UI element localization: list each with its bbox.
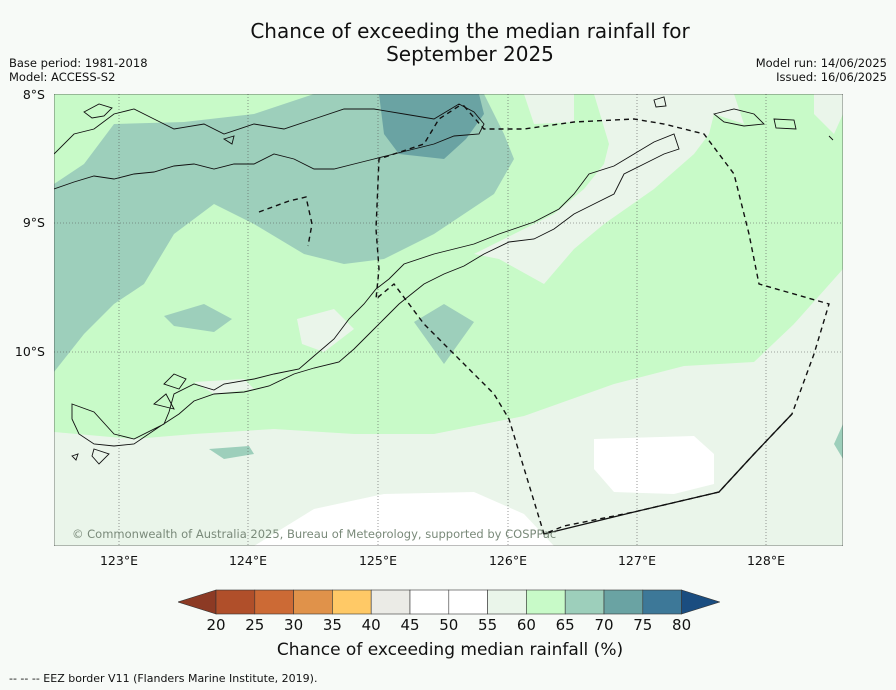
- colorbar-tick-label: 65: [555, 616, 575, 634]
- colorbar-segment: [603, 589, 644, 615]
- rainfall-map: [53, 93, 844, 547]
- lon-label-126e: 126°E: [488, 553, 527, 568]
- meta-left: Base period: 1981-2018 Model: ACCESS-S2: [9, 56, 148, 84]
- lon-label-123e: 123°E: [99, 553, 138, 568]
- model-name: Model: ACCESS-S2: [9, 70, 116, 84]
- lat-label-10s: 10°S: [14, 344, 45, 359]
- eez-solid-border: [543, 413, 793, 535]
- colorbar-tick-label: 50: [439, 616, 459, 634]
- base-period: Base period: 1981-2018: [9, 56, 148, 70]
- colorbar-segment: [409, 589, 450, 615]
- colorbar-tick-label: 40: [361, 616, 381, 634]
- colorbar-tick-label: 20: [206, 616, 226, 634]
- colorbar-segment: [564, 589, 605, 615]
- lon-label-125e: 125°E: [358, 553, 397, 568]
- colorbar-segment: [332, 589, 372, 615]
- colorbar-extend-low: [178, 589, 217, 615]
- zone-65-70-east: [834, 424, 843, 459]
- model-run: Model run: 14/06/2025: [755, 56, 887, 70]
- lat-label-9s: 9°S: [22, 215, 45, 230]
- title-line-2: September 2025: [386, 42, 554, 66]
- coastlines: [53, 96, 834, 465]
- map-title: Chance of exceeding the median rainfall …: [170, 20, 770, 66]
- colorbar-tick-label: 30: [284, 616, 304, 634]
- title-line-1: Chance of exceeding the median rainfall …: [250, 19, 690, 43]
- zone-pale-patch2: [194, 379, 254, 394]
- zone-65-70-patch3: [209, 446, 254, 459]
- colorbar-tick-label: 35: [322, 616, 342, 634]
- colorbar-extend-high: [681, 589, 720, 615]
- zone-45-55-bottom2: [254, 492, 554, 546]
- zone-pale-east2: [814, 94, 843, 134]
- lon-label-128e: 128°E: [746, 553, 785, 568]
- zone-pale-patch1: [297, 309, 354, 352]
- colorbar-segment: [448, 589, 488, 615]
- colorbar-segment: [487, 589, 527, 615]
- colorbar-segment: [215, 589, 256, 615]
- issued-date: Issued: 16/06/2025: [776, 70, 887, 84]
- map-canvas: [53, 93, 844, 547]
- colorbar-segment: [293, 589, 333, 615]
- colorbar-tick-label: 55: [478, 616, 498, 634]
- colorbar-segment: [526, 589, 566, 615]
- colorbar-tick-label: 25: [245, 616, 265, 634]
- zone-45-55-bottom: [594, 436, 714, 494]
- eez-border: [375, 105, 830, 535]
- colorbar-tick-label: 75: [633, 616, 653, 634]
- lon-label-124e: 124°E: [228, 553, 267, 568]
- colorbar-segment: [642, 589, 682, 615]
- meta-right: Model run: 14/06/2025 Issued: 16/06/2025: [756, 56, 887, 84]
- zone-65-70-patch: [414, 304, 474, 364]
- eez-border-west: [258, 196, 313, 247]
- colorbar: [178, 589, 720, 615]
- copyright-notice: © Commonwealth of Australia 2025, Bureau…: [72, 527, 557, 541]
- colorbar-tick-label: 70: [594, 616, 614, 634]
- colorbar-tick-label: 45: [400, 616, 420, 634]
- zone-70-75: [379, 94, 484, 159]
- lon-label-127e: 127°E: [617, 553, 656, 568]
- zone-65-70-patch2: [164, 304, 232, 332]
- colorbar-segment: [370, 589, 411, 615]
- footer-note: -- -- -- EEZ border V11 (Flanders Marine…: [9, 672, 318, 685]
- colorbar-title: Chance of exceeding median rainfall (%): [276, 640, 624, 660]
- colorbar-segment: [254, 589, 294, 615]
- zone-65-70-west: [54, 94, 514, 372]
- colorbar-tick-label: 60: [516, 616, 536, 634]
- lat-label-8s: 8°S: [22, 87, 45, 102]
- zone-pale-upper: [524, 94, 574, 124]
- colorbar-tick-label: 80: [672, 616, 692, 634]
